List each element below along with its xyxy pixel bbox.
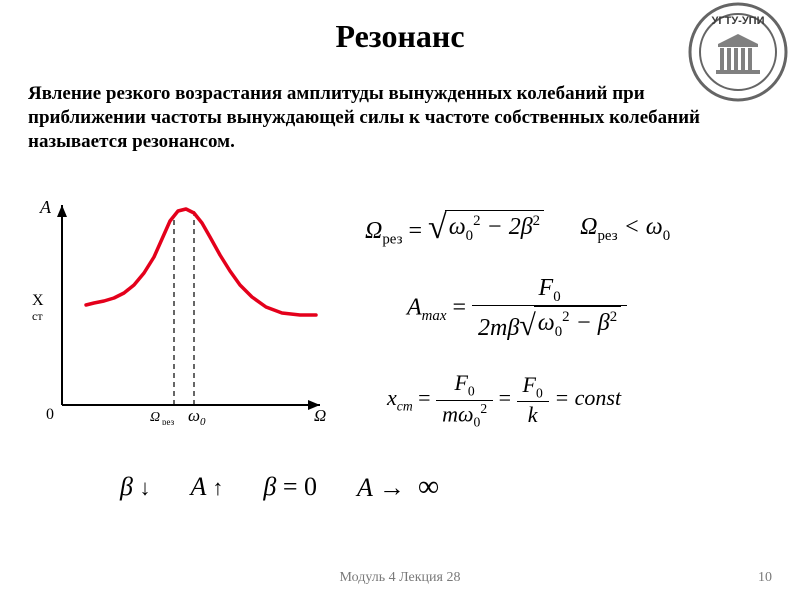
y-axis-label-Xst-sub: ст bbox=[32, 309, 43, 323]
A-to-infinity: A → ∞ bbox=[357, 470, 439, 504]
x-tick-rez: рез bbox=[162, 417, 175, 425]
A-up: A ↑ bbox=[190, 472, 223, 502]
footer-text: Модуль 4 Лекция 28 bbox=[0, 570, 800, 586]
origin-label: 0 bbox=[46, 406, 54, 423]
svg-text:X: X bbox=[32, 292, 44, 309]
svg-text:ω0: ω0 bbox=[188, 406, 206, 425]
resonance-curve-chart: A X ст 0 Ω рез ω0 Ω bbox=[32, 195, 332, 430]
beta-zero: β = 0 bbox=[263, 472, 317, 502]
y-axis-label-Xst-x: X bbox=[32, 292, 44, 309]
formula-omega-res-inequality: Ωрез < ω0 bbox=[580, 214, 670, 245]
formula-Amax: Amax = F02mβ√ω02 − β2 bbox=[407, 275, 776, 343]
slide-title: Резонанс bbox=[0, 18, 800, 55]
formula-xst: xст = F0mω02 = F0k = const bbox=[387, 370, 776, 430]
formula-block: Ωрез = √ω02 − 2β2 Ωрез < ω0 Amax = F02mβ… bbox=[365, 210, 776, 430]
y-axis-label-A: A bbox=[39, 197, 52, 217]
formula-omega-res: Ωрез = √ω02 − 2β2 bbox=[365, 210, 544, 249]
page-number: 10 bbox=[758, 570, 772, 586]
x-axis-label: Ω bbox=[314, 406, 326, 425]
definition-paragraph: Явление резкого возрастания амплитуды вы… bbox=[28, 82, 764, 153]
beta-down: β ↓ bbox=[120, 472, 150, 502]
limit-behavior-row: β ↓ A ↑ β = 0 A → ∞ bbox=[120, 470, 720, 504]
svg-text:Ω: Ω bbox=[150, 410, 160, 425]
